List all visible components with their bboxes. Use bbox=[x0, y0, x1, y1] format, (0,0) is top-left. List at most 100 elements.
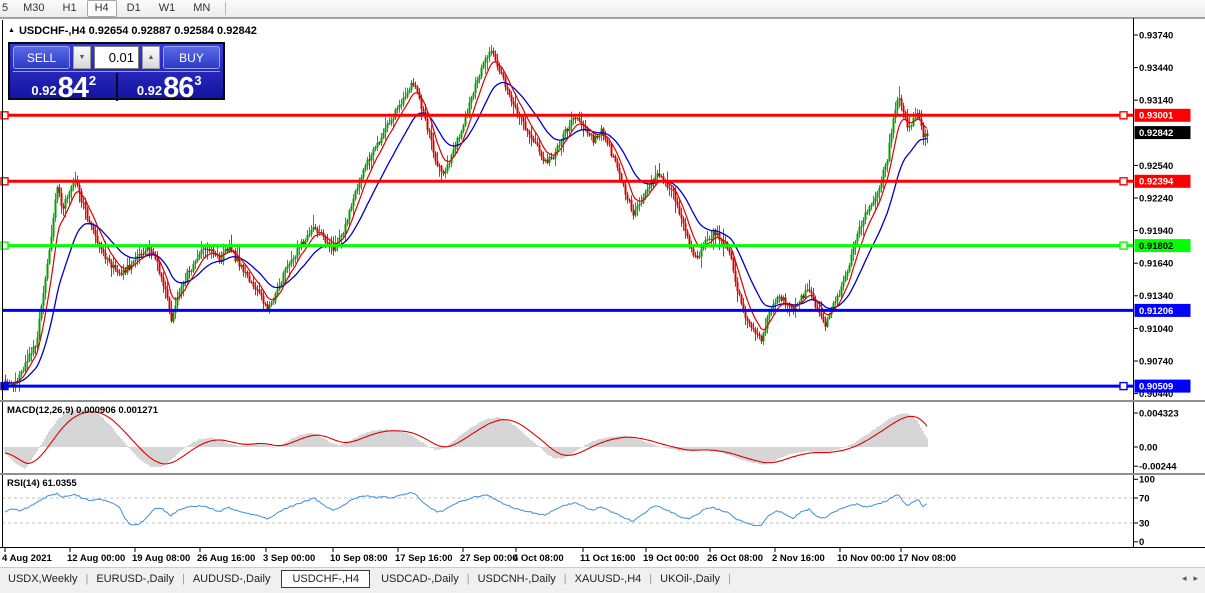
hline-handle-right bbox=[1119, 111, 1128, 120]
timeframe-button-m30[interactable]: M30 bbox=[23, 2, 45, 14]
chart-plot[interactable]: 0.93740 0.93440 0.93140 0.92540 0.92240 0.919… bbox=[0, 18, 1205, 567]
chart-tab-ukoil-daily[interactable]: UKOil-,Daily bbox=[660, 572, 721, 585]
time-tick: 12 Aug 00:00 bbox=[67, 553, 125, 564]
chart-tab-xauusd-h4[interactable]: XAUUSD-,H4 bbox=[574, 572, 642, 585]
sell-price-prefix: 0.92 bbox=[31, 83, 57, 98]
panel-separator-2[interactable] bbox=[0, 473, 1205, 475]
time-tick: 4 Aug 2021 bbox=[2, 553, 53, 564]
buy-price-sup: 3 bbox=[194, 73, 202, 88]
time-tick: 3 Sep 00:00 bbox=[263, 553, 315, 564]
tab-scroll-arrows: ◂ ▸ bbox=[1182, 573, 1198, 584]
price-tick: 0.93140 bbox=[1139, 96, 1173, 107]
macd-tick: 0.004323 bbox=[1139, 408, 1179, 419]
hline-handle-left bbox=[0, 177, 9, 186]
chart-tab-audusd-daily[interactable]: AUDUSD-,Daily bbox=[192, 572, 271, 585]
trade-panel-header: SELL ▼ ▲ BUY bbox=[13, 46, 220, 72]
price-tick: 0.91940 bbox=[1139, 226, 1173, 237]
hline-handle-right bbox=[1119, 177, 1128, 186]
svg-text:0.92394: 0.92394 bbox=[1139, 177, 1174, 188]
chart-tab-usdcnh-daily[interactable]: USDCNH-,Daily bbox=[477, 572, 556, 585]
ohlc-text: USDCHF-,H4 0.92654 0.92887 0.92584 0.928… bbox=[18, 25, 257, 37]
price-badge bbox=[1134, 126, 1191, 140]
rsi-line bbox=[4, 492, 928, 527]
rsi-tick: 100 bbox=[1139, 475, 1155, 486]
hline-handle-left bbox=[0, 241, 9, 250]
rsi-tick: 70 bbox=[1139, 493, 1150, 504]
toolbar-separator bbox=[225, 2, 227, 15]
price-tick: 0.91040 bbox=[1139, 324, 1173, 335]
tab-separator: | bbox=[649, 572, 653, 585]
time-tick: 2 Nov 16:00 bbox=[772, 553, 825, 564]
trade-panel-prices: 0.92 84 2 0.92 86 3 bbox=[13, 72, 221, 104]
timeframe-button-5[interactable]: 5 bbox=[2, 2, 9, 14]
volume-input[interactable] bbox=[94, 46, 139, 69]
macd-indicator-label: MACD(12,26,9) 0.000906 0.001271 bbox=[7, 405, 159, 416]
price-tick: 0.93740 bbox=[1139, 30, 1173, 41]
hline-handle-right bbox=[1119, 381, 1128, 391]
volume-increase-button[interactable]: ▲ bbox=[142, 46, 160, 69]
sell-button[interactable]: SELL bbox=[13, 46, 70, 69]
macd-tick: -0.00244 bbox=[1139, 462, 1177, 473]
timeframe-button-mn[interactable]: MN bbox=[193, 2, 211, 14]
price-tick: 0.90740 bbox=[1139, 356, 1173, 367]
macd-signal-line bbox=[4, 411, 928, 465]
svg-text:0.91206: 0.91206 bbox=[1139, 306, 1173, 317]
price-badge bbox=[1134, 174, 1191, 188]
collapse-triangle-icon[interactable]: ▲ bbox=[8, 27, 15, 34]
sell-price[interactable]: 0.92 84 2 bbox=[13, 72, 115, 104]
tab-separator: | bbox=[563, 572, 567, 585]
tab-separator: | bbox=[466, 572, 470, 585]
chart-background bbox=[0, 18, 1205, 567]
price-tick: 0.92540 bbox=[1139, 161, 1173, 172]
ohlc-info-bar: ▲ USDCHF-,H4 0.92654 0.92887 0.92584 0.92… bbox=[8, 25, 257, 37]
scroll-right-icon[interactable]: ▸ bbox=[1193, 573, 1198, 583]
svg-text:0.90509: 0.90509 bbox=[1139, 382, 1173, 393]
tab-separator: | bbox=[728, 572, 731, 585]
triangle-down-icon: ▼ bbox=[78, 54, 86, 61]
chart-tab-usdx-weekly[interactable]: USDX,Weekly bbox=[8, 572, 78, 585]
hline-handle-right bbox=[1119, 241, 1128, 250]
ma-fast-line bbox=[4, 61, 928, 385]
panel-separator-1[interactable] bbox=[0, 400, 1205, 402]
timeframe-button-h4[interactable]: H4 bbox=[86, 0, 117, 17]
tab-separator: | bbox=[181, 572, 185, 585]
time-tick: 17 Sep 16:00 bbox=[395, 553, 453, 564]
tab-separator: | bbox=[85, 572, 89, 585]
timeframe-toolbar: 5 M30 H1 H4 D1 W1 MN bbox=[0, 0, 1205, 18]
chart-tab-usdchf-h4[interactable]: USDCHF-,H4 bbox=[281, 569, 371, 588]
price-badge bbox=[1134, 379, 1191, 393]
time-tick: 19 Oct 00:00 bbox=[643, 553, 699, 564]
svg-text:0.91802: 0.91802 bbox=[1139, 241, 1173, 252]
price-tick: 0.91640 bbox=[1139, 259, 1173, 270]
time-tick: 19 Aug 08:00 bbox=[132, 553, 190, 564]
time-tick: 17 Nov 08:00 bbox=[898, 553, 956, 564]
price-tick: 0.91340 bbox=[1139, 291, 1173, 302]
buy-price-prefix: 0.92 bbox=[136, 83, 163, 98]
hline-handle-left bbox=[0, 381, 9, 391]
rsi-tick: 30 bbox=[1139, 518, 1150, 529]
price-divider bbox=[115, 73, 118, 101]
chart-tabs-bar: USDX,Weekly | EURUSD-,Daily | AUDUSD-,Daily U… bbox=[0, 567, 1205, 589]
buy-price-big: 86 bbox=[163, 72, 194, 104]
time-tick: 26 Oct 08:00 bbox=[707, 553, 763, 564]
rsi-tick: 0 bbox=[1139, 537, 1144, 548]
price-badge bbox=[1134, 108, 1191, 122]
time-tick: 10 Sep 08:00 bbox=[330, 553, 388, 564]
sell-price-big: 84 bbox=[57, 72, 89, 104]
sell-price-sup: 2 bbox=[88, 73, 97, 88]
buy-button[interactable]: BUY bbox=[163, 46, 220, 69]
buy-price[interactable]: 0.92 86 3 bbox=[119, 72, 221, 104]
macd-histogram bbox=[4, 409, 928, 469]
timeframe-button-h1[interactable]: H1 bbox=[62, 2, 77, 14]
svg-text:0.93001: 0.93001 bbox=[1139, 111, 1174, 122]
scroll-left-icon[interactable]: ◂ bbox=[1181, 573, 1187, 583]
chart-tab-usdcad-daily[interactable]: USDCAD-,Daily bbox=[381, 572, 459, 585]
price-tick: 0.92240 bbox=[1139, 193, 1173, 204]
timeframe-button-w1[interactable]: W1 bbox=[158, 2, 176, 14]
timeframe-button-d1[interactable]: D1 bbox=[126, 2, 141, 14]
volume-decrease-button[interactable]: ▼ bbox=[73, 46, 91, 69]
triangle-up-icon: ▲ bbox=[147, 54, 155, 61]
chart-tab-eurusd-daily[interactable]: EURUSD-,Daily bbox=[96, 572, 174, 585]
